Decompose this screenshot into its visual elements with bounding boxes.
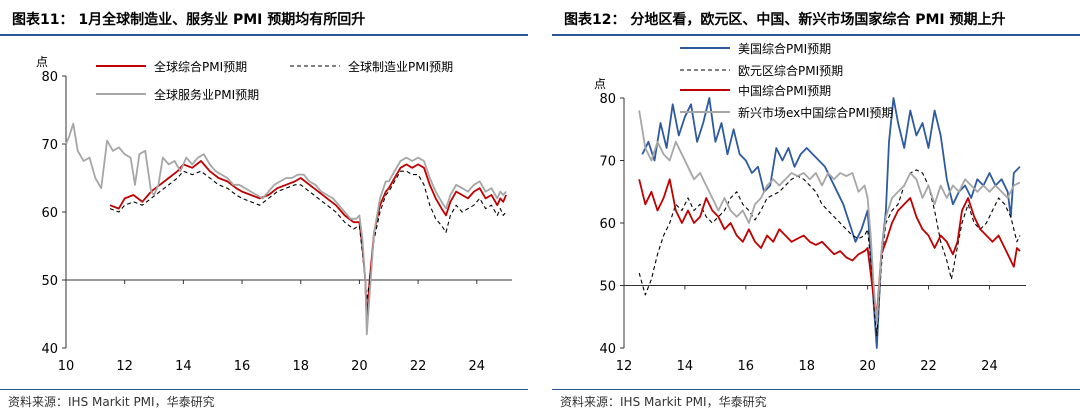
- x-tick-label: 14: [677, 359, 694, 374]
- chart-title-left: 图表11： 1月全球制造业、服务业 PMI 预期均有所回升: [12, 12, 366, 28]
- y-tick-label: 50: [41, 274, 58, 289]
- y-tick-label: 40: [599, 342, 616, 357]
- x-tick-label: 14: [175, 359, 192, 374]
- x-tick-label: 16: [234, 359, 251, 374]
- y-tick-label: 80: [599, 92, 616, 107]
- legend-label-3: 新兴市场ex中国综合PMI预期: [738, 105, 893, 120]
- legend-label-2: 中国综合PMI预期: [738, 83, 831, 98]
- y-tick-label: 80: [41, 70, 58, 85]
- source-note-left: 资料来源：IHS Markit PMI，华泰研究: [8, 395, 215, 409]
- y-tick-label: 60: [599, 217, 616, 232]
- series-line-3: [638, 110, 1021, 324]
- series-line-0: [109, 160, 507, 322]
- y-tick-label: 60: [41, 206, 58, 221]
- title-divider-right: [552, 34, 1080, 36]
- chart-left: 点 40 50 60 70 80 10 12 14 16 18 20 22 24 全球综合PMI预期 全球制造…: [36, 55, 512, 374]
- y-tick-label: 70: [41, 138, 58, 153]
- y-tick-label: 50: [599, 280, 616, 295]
- chart-panel-right: 图表12： 分地区看，欧元区、中国、新兴市场国家综合 PMI 预期上升 点 40 5…: [552, 0, 1080, 418]
- y-tick-label: 40: [41, 342, 58, 357]
- chart-panel-left: 图表11： 1月全球制造业、服务业 PMI 预期均有所回升 点 40 50 60 70 8…: [0, 0, 528, 418]
- x-tick-label: 16: [738, 359, 755, 374]
- legend-label-1: 全球制造业PMI预期: [348, 59, 453, 74]
- x-tick-label: 20: [859, 359, 876, 374]
- chart-right: 点 40 50 60 70 80 12 14 16 18 20 22 24 美国综合PMI预期欧元区综合P…: [594, 41, 1026, 374]
- series-line-2: [65, 122, 507, 336]
- series-line-1: [638, 169, 1021, 337]
- legend-label-0: 美国综合PMI预期: [738, 41, 831, 56]
- x-tick-label: 22: [410, 359, 427, 374]
- source-divider-left: [0, 389, 528, 390]
- series-line-0: [641, 97, 1021, 349]
- x-tick-label: 20: [351, 359, 368, 374]
- legend-label-2: 全球服务业PMI预期: [154, 87, 259, 102]
- source-divider-right: [552, 389, 1080, 390]
- title-divider-left: [0, 34, 528, 36]
- x-tick-label: 12: [616, 359, 633, 374]
- series-line-1: [109, 170, 507, 301]
- x-tick-label: 18: [798, 359, 815, 374]
- x-tick-label: 24: [981, 359, 998, 374]
- series-line-2: [638, 178, 1021, 318]
- x-tick-label: 24: [469, 359, 486, 374]
- y-axis-label: 点: [594, 77, 606, 91]
- chart-title-right: 图表12： 分地区看，欧元区、中国、新兴市场国家综合 PMI 预期上升: [564, 12, 1006, 28]
- x-tick-label: 12: [116, 359, 133, 374]
- x-tick-label: 18: [292, 359, 309, 374]
- y-axis-label: 点: [36, 55, 48, 69]
- x-tick-label: 10: [58, 359, 75, 374]
- legend-label-0: 全球综合PMI预期: [154, 59, 247, 74]
- y-tick-label: 70: [599, 155, 616, 170]
- x-tick-label: 22: [920, 359, 937, 374]
- source-note-right: 资料来源：IHS Markit PMI，华泰研究: [560, 395, 767, 409]
- legend-label-1: 欧元区综合PMI预期: [738, 63, 843, 78]
